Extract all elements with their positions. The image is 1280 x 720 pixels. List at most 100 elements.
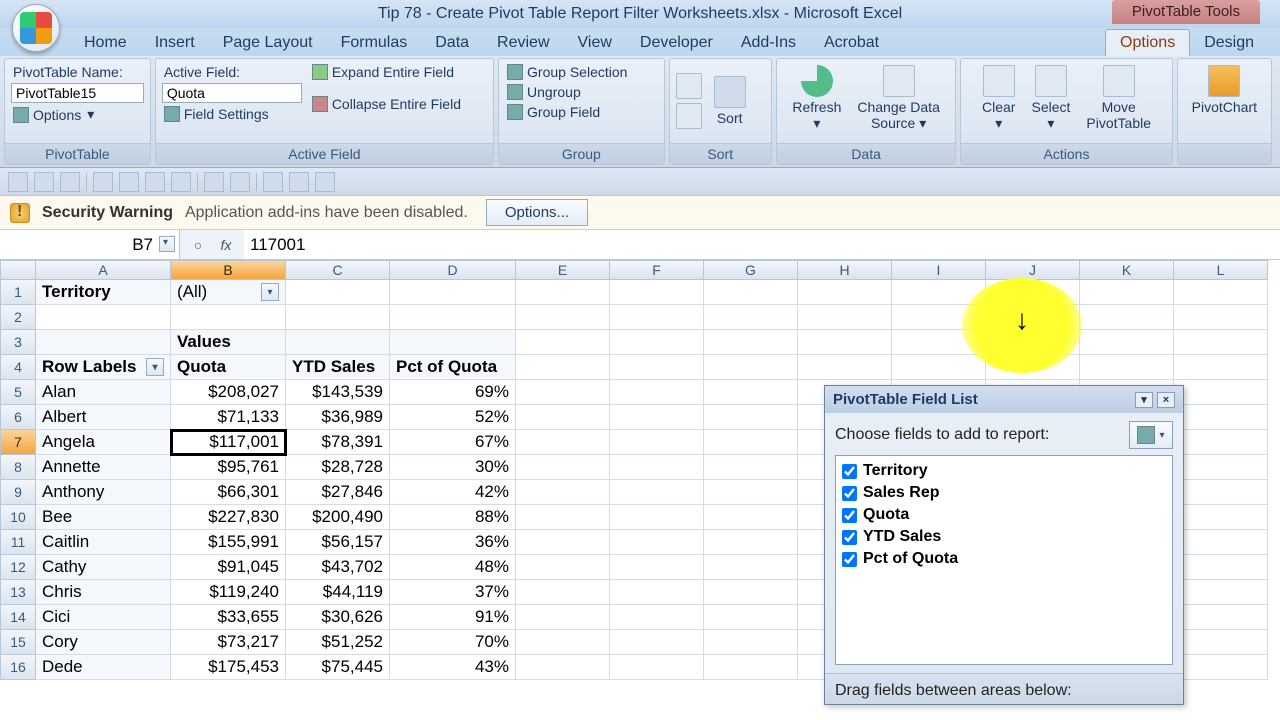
cell[interactable]: $33,655 bbox=[171, 605, 286, 630]
tab-options[interactable]: Options bbox=[1105, 29, 1190, 56]
row-header-12[interactable]: 12 bbox=[0, 555, 36, 580]
cell[interactable] bbox=[892, 330, 986, 355]
cell[interactable]: $73,217 bbox=[171, 630, 286, 655]
cell[interactable]: $27,846 bbox=[286, 480, 390, 505]
cell[interactable] bbox=[704, 455, 798, 480]
cell[interactable] bbox=[516, 605, 610, 630]
territory-filter-dropdown[interactable]: ▾ bbox=[261, 283, 279, 301]
cell[interactable] bbox=[704, 480, 798, 505]
cell[interactable] bbox=[1174, 380, 1268, 405]
cell[interactable] bbox=[704, 380, 798, 405]
cell[interactable]: $51,252 bbox=[286, 630, 390, 655]
cell[interactable]: 67% bbox=[390, 430, 516, 455]
cell[interactable] bbox=[610, 605, 704, 630]
cell[interactable] bbox=[704, 655, 798, 680]
expand-field-button[interactable]: Expand Entire Field bbox=[310, 63, 463, 81]
field-list-close-icon[interactable]: × bbox=[1157, 392, 1175, 408]
cell[interactable] bbox=[516, 655, 610, 680]
cell[interactable]: $28,728 bbox=[286, 455, 390, 480]
cell[interactable]: Cory bbox=[36, 630, 171, 655]
cell[interactable] bbox=[1174, 530, 1268, 555]
cell[interactable] bbox=[986, 280, 1080, 305]
cell[interactable] bbox=[1080, 355, 1174, 380]
cell[interactable]: Caitlin bbox=[36, 530, 171, 555]
column-header-H[interactable]: H bbox=[798, 260, 892, 280]
field-checkbox[interactable] bbox=[842, 552, 857, 567]
cell[interactable]: 91% bbox=[390, 605, 516, 630]
cell[interactable] bbox=[610, 405, 704, 430]
cell[interactable]: $91,045 bbox=[171, 555, 286, 580]
cell[interactable] bbox=[704, 430, 798, 455]
sort-button[interactable]: Sort bbox=[706, 74, 754, 128]
row-header-10[interactable]: 10 bbox=[0, 505, 36, 530]
cell[interactable] bbox=[516, 480, 610, 505]
cell[interactable]: $200,490 bbox=[286, 505, 390, 530]
cell[interactable]: Row Labels▾ bbox=[36, 355, 171, 380]
refresh-button[interactable]: Refresh▾ bbox=[784, 63, 849, 133]
cell[interactable] bbox=[516, 380, 610, 405]
cell[interactable]: $227,830 bbox=[171, 505, 286, 530]
cell[interactable] bbox=[1174, 305, 1268, 330]
cell[interactable]: Chris bbox=[36, 580, 171, 605]
cell[interactable] bbox=[704, 555, 798, 580]
cell[interactable] bbox=[516, 530, 610, 555]
field-item[interactable]: Quota bbox=[842, 504, 1166, 526]
cell[interactable] bbox=[704, 280, 798, 305]
cell[interactable]: Alan bbox=[36, 380, 171, 405]
cell[interactable]: Albert bbox=[36, 405, 171, 430]
tab-addins[interactable]: Add-Ins bbox=[727, 30, 810, 56]
cell[interactable] bbox=[610, 455, 704, 480]
cell[interactable] bbox=[704, 405, 798, 430]
row-header-7[interactable]: 7 bbox=[0, 430, 36, 455]
row-header-1[interactable]: 1 bbox=[0, 280, 36, 305]
qat-btn-4[interactable] bbox=[171, 172, 191, 192]
cell[interactable]: $36,989 bbox=[286, 405, 390, 430]
row-header-14[interactable]: 14 bbox=[0, 605, 36, 630]
cell[interactable]: 42% bbox=[390, 480, 516, 505]
field-item[interactable]: YTD Sales bbox=[842, 526, 1166, 548]
field-settings-button[interactable]: Field Settings bbox=[162, 105, 302, 123]
cell[interactable]: $43,702 bbox=[286, 555, 390, 580]
cell[interactable] bbox=[36, 305, 171, 330]
cell[interactable]: $78,391 bbox=[286, 430, 390, 455]
cell[interactable] bbox=[610, 655, 704, 680]
cell[interactable]: Annette bbox=[36, 455, 171, 480]
fx-icon[interactable]: fx bbox=[216, 235, 236, 255]
formula-bar[interactable]: 117001 bbox=[244, 230, 1280, 259]
row-header-5[interactable]: 5 bbox=[0, 380, 36, 405]
column-header-E[interactable]: E bbox=[516, 260, 610, 280]
cell[interactable]: Values bbox=[171, 330, 286, 355]
cell[interactable]: Angela bbox=[36, 430, 171, 455]
cell[interactable]: 48% bbox=[390, 555, 516, 580]
cell[interactable] bbox=[1174, 505, 1268, 530]
row-header-16[interactable]: 16 bbox=[0, 655, 36, 680]
cell[interactable] bbox=[704, 530, 798, 555]
cell[interactable]: Cici bbox=[36, 605, 171, 630]
cell[interactable]: Dede bbox=[36, 655, 171, 680]
column-header-K[interactable]: K bbox=[1080, 260, 1174, 280]
field-checkbox[interactable] bbox=[842, 508, 857, 523]
sort-za-icon[interactable] bbox=[676, 103, 702, 129]
cell[interactable] bbox=[986, 355, 1080, 380]
cell[interactable] bbox=[798, 355, 892, 380]
field-list-dropdown-icon[interactable]: ▾ bbox=[1135, 392, 1153, 408]
field-item[interactable]: Territory bbox=[842, 460, 1166, 482]
pivotchart-button[interactable]: PivotChart bbox=[1184, 63, 1265, 117]
column-header-I[interactable]: I bbox=[892, 260, 986, 280]
clear-button[interactable]: Clear▾ bbox=[974, 63, 1023, 133]
cell[interactable] bbox=[704, 355, 798, 380]
name-box-dropdown-icon[interactable] bbox=[159, 236, 175, 252]
cell[interactable]: $95,761 bbox=[171, 455, 286, 480]
cell[interactable]: Pct of Quota bbox=[390, 355, 516, 380]
cell[interactable]: 30% bbox=[390, 455, 516, 480]
cell[interactable]: $119,240 bbox=[171, 580, 286, 605]
cell[interactable] bbox=[516, 505, 610, 530]
move-pivottable-button[interactable]: MovePivotTable bbox=[1078, 63, 1159, 133]
cell[interactable]: $44,119 bbox=[286, 580, 390, 605]
cell[interactable] bbox=[286, 280, 390, 305]
cell[interactable]: $117,001 bbox=[171, 430, 286, 455]
cell[interactable] bbox=[1174, 355, 1268, 380]
column-header-B[interactable]: B bbox=[171, 260, 286, 280]
cell[interactable] bbox=[610, 480, 704, 505]
cell[interactable] bbox=[610, 380, 704, 405]
